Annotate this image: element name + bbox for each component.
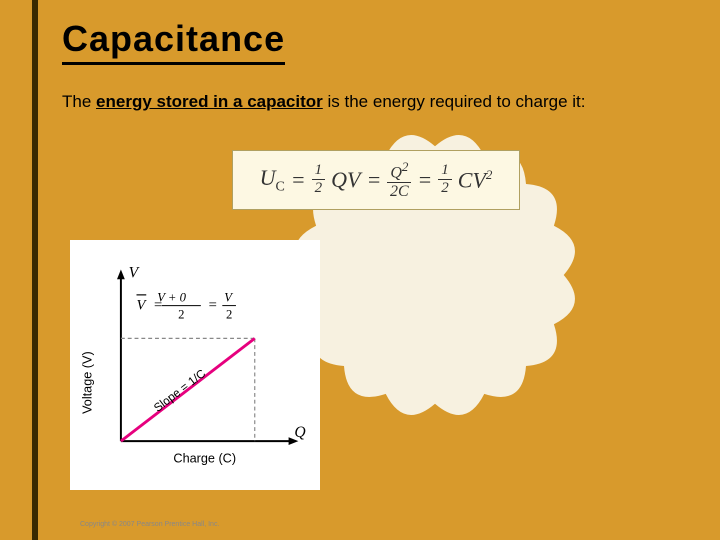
vbar-den2: 2 [226, 307, 232, 321]
graph-copyright: Copyright © 2007 Pearson Prentice Hall, … [80, 521, 219, 528]
formula-eq2: = [367, 167, 382, 193]
vq-graph: V Q Voltage (V) Charge (C) Slope = 1/C V… [70, 240, 320, 490]
vq-graph-svg: V Q Voltage (V) Charge (C) Slope = 1/C V… [78, 250, 312, 486]
formula-CV2: CV2 [458, 167, 493, 193]
x-axis-title: Charge (C) [173, 452, 236, 466]
body-underlined: energy stored in a capacitor [96, 92, 323, 111]
vbar-num1: V + 0 [157, 291, 186, 305]
vbar-formula: V = V + 0 2 = V 2 [137, 291, 236, 322]
body-text: The energy stored in a capacitor is the … [62, 92, 585, 112]
formula-q2-over-2c: Q2 2C [387, 160, 411, 200]
energy-formula-box: UC = 12 QV = Q2 2C = 12 CV2 [232, 150, 520, 210]
formula-U: U [260, 165, 276, 190]
vbar-den1: 2 [178, 307, 184, 321]
energy-formula: UC = 12 QV = Q2 2C = 12 CV2 [260, 160, 493, 200]
slide-title: Capacitance [62, 18, 285, 65]
vbar-eq2: = [209, 298, 217, 314]
vbar-lhs: V [137, 298, 148, 314]
body-prefix: The [62, 92, 96, 111]
formula-eq3: = [417, 167, 432, 193]
formula-half2: 12 [438, 163, 452, 196]
formula-half1: 12 [312, 163, 326, 196]
x-right-label: Q [294, 424, 305, 441]
y-top-label: V [129, 264, 141, 281]
left-margin [0, 0, 32, 540]
vbar-num2: V [224, 291, 233, 305]
y-axis-title: Voltage (V) [81, 351, 95, 414]
formula-sub-C: C [275, 179, 284, 194]
slope-label: Slope = 1/C [152, 367, 209, 415]
y-axis-arrow [117, 270, 125, 280]
formula-lhs: UC [260, 165, 285, 195]
formula-QV: QV [331, 167, 360, 193]
formula-eq1: = [291, 167, 306, 193]
body-suffix: is the energy required to charge it: [323, 92, 586, 111]
